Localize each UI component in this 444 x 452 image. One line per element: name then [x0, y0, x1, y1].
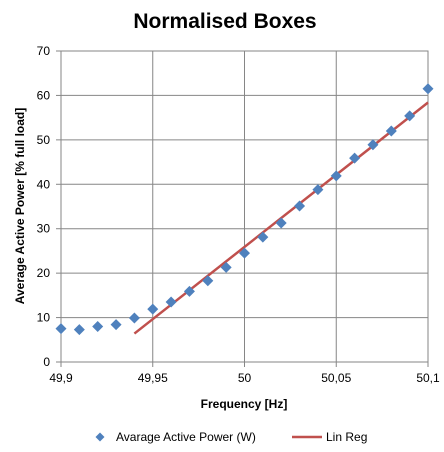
x-tick-label: 50	[238, 371, 252, 385]
data-point	[294, 200, 306, 212]
data-point	[92, 320, 104, 332]
data-point	[257, 231, 269, 243]
x-axis-label: Frequency [Hz]	[201, 397, 288, 411]
legend-marker-scatter	[95, 432, 105, 442]
data-point	[404, 110, 416, 122]
data-point	[367, 139, 379, 151]
y-tick-label: 0	[43, 355, 50, 369]
legend: Avarage Active Power (W) Lin Reg	[95, 430, 367, 444]
data-point	[349, 152, 361, 164]
x-tick-label: 49,95	[138, 371, 168, 385]
data-point	[128, 312, 140, 324]
y-tick-label: 20	[37, 266, 51, 280]
series-points	[55, 83, 434, 336]
x-axis: 49,9 49,95 50 50,05 50,1	[49, 362, 440, 385]
legend-label-line: Lin Reg	[326, 430, 367, 444]
y-tick-label: 70	[37, 44, 51, 58]
x-tick-label: 50,1	[416, 371, 440, 385]
data-point	[385, 125, 397, 137]
y-axis-label: Average Active Power [% full load]	[13, 108, 27, 305]
y-tick-label: 30	[37, 222, 51, 236]
data-point	[202, 275, 214, 287]
data-point	[220, 261, 232, 273]
data-point	[147, 303, 159, 315]
legend-label-scatter: Avarage Active Power (W)	[116, 430, 256, 444]
data-point	[275, 217, 287, 229]
data-point	[330, 170, 342, 182]
grid	[60, 50, 429, 363]
data-point	[312, 184, 324, 196]
y-tick-label: 60	[37, 88, 51, 102]
data-point	[239, 247, 250, 259]
data-point	[55, 323, 67, 335]
data-point	[165, 296, 177, 308]
data-point	[422, 83, 434, 95]
y-axis: 0 10 20 30 40 50 60 70	[37, 44, 61, 369]
data-point	[110, 319, 122, 331]
data-point	[73, 324, 85, 336]
y-tick-label: 10	[37, 311, 51, 325]
x-tick-label: 49,9	[49, 371, 73, 385]
y-tick-label: 40	[37, 177, 51, 191]
x-tick-label: 50,05	[321, 371, 351, 385]
y-tick-label: 50	[37, 133, 51, 147]
data-point	[183, 285, 195, 297]
chart-title: Normalised Boxes	[133, 10, 316, 33]
